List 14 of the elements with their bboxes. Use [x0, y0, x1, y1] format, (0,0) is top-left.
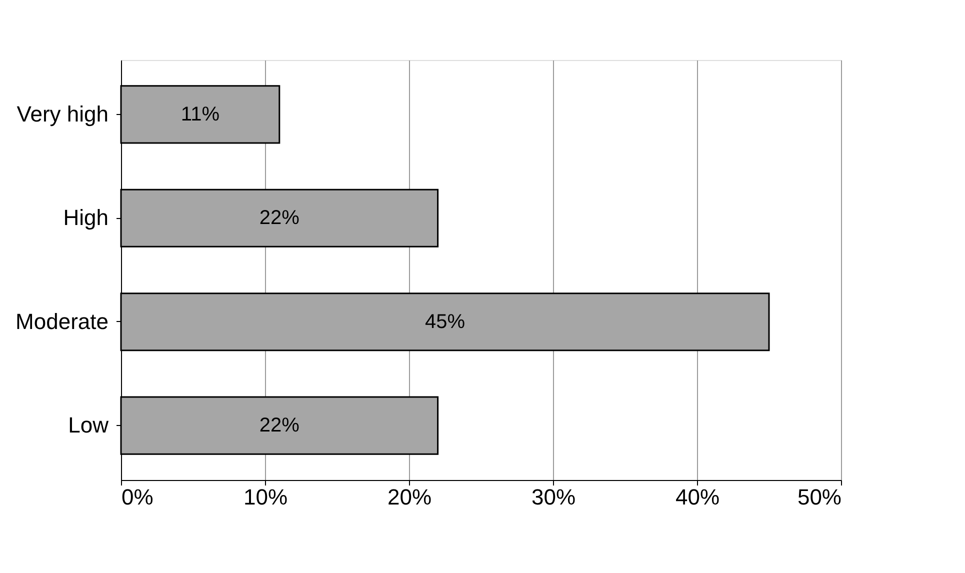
data-label: 22%	[259, 414, 300, 437]
x-tick-label: 30%	[531, 484, 576, 510]
x-tick-label: 40%	[675, 484, 720, 510]
x-tick-label: 0%	[122, 484, 154, 510]
x-tick-label: 50%	[797, 484, 842, 510]
y-tick-label: Moderate	[16, 308, 108, 334]
y-tick-label: Very high	[16, 101, 108, 126]
data-label: 22%	[259, 207, 300, 230]
data-label: 11%	[180, 103, 220, 126]
data-label: 45%	[424, 310, 466, 333]
y-tick-label: Low	[68, 412, 109, 438]
x-tick-label: 20%	[387, 484, 432, 510]
x-tick-label: 10%	[243, 484, 288, 510]
y-tick-label: High	[63, 205, 108, 230]
